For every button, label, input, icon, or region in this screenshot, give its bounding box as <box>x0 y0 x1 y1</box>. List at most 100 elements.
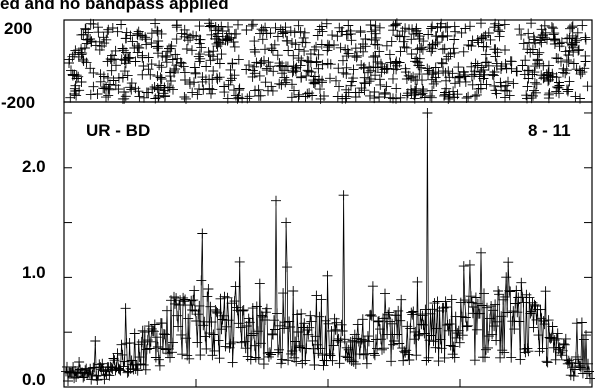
amplitude-point <box>357 314 368 325</box>
phase-point <box>179 92 190 102</box>
amplitude-point <box>254 278 265 289</box>
amplitude-point <box>207 350 218 361</box>
phase-point <box>341 69 352 79</box>
amplitude-point <box>277 354 288 365</box>
amplitude-point <box>558 338 569 349</box>
phase-point <box>105 79 115 90</box>
phase-point <box>110 80 121 91</box>
phase-point <box>529 77 540 88</box>
amplitude-point <box>118 361 129 372</box>
amplitude-point <box>385 316 396 327</box>
amplitude-point <box>576 317 587 328</box>
phase-point <box>416 42 427 53</box>
amplitude-point <box>186 295 197 306</box>
amplitude-point <box>304 322 315 333</box>
phase-point <box>312 30 323 41</box>
phase-point <box>481 79 492 90</box>
phase-point <box>146 38 157 48</box>
amplitude-point <box>512 307 523 318</box>
phase-point <box>179 31 190 42</box>
amplitude-point <box>465 291 476 302</box>
amplitude-point <box>430 342 441 353</box>
amplitude-point <box>421 355 432 366</box>
amplitude-point <box>104 370 115 381</box>
amplitude-point <box>233 318 244 329</box>
amplitude-point <box>549 335 560 346</box>
phase-point <box>268 66 279 77</box>
phase-point <box>489 67 500 77</box>
amplitude-point <box>224 342 235 353</box>
amplitude-point <box>552 328 563 339</box>
phase-point <box>494 26 505 37</box>
amplitude-series <box>61 108 595 386</box>
phase-point <box>391 64 402 75</box>
amplitude-point <box>492 316 503 327</box>
amplitude-point <box>525 308 536 319</box>
amplitude-point <box>163 348 173 359</box>
amplitude-point <box>442 320 453 330</box>
amplitude-point <box>523 346 534 357</box>
amplitude-point <box>314 311 325 322</box>
phase-point <box>493 25 504 36</box>
phase-point <box>524 37 535 48</box>
phase-point <box>121 47 131 58</box>
phase-point <box>540 32 550 43</box>
phase-point <box>572 27 583 38</box>
amplitude-point <box>167 347 177 358</box>
amplitude-point <box>278 288 289 299</box>
phase-point <box>127 36 138 47</box>
amplitude-point <box>536 313 547 324</box>
phase-point <box>85 89 96 100</box>
phase-point <box>500 80 511 91</box>
phase-point <box>567 30 578 41</box>
phase-point <box>302 55 313 66</box>
amp-ytick-1: 1.0 <box>22 263 46 282</box>
phase-point <box>478 31 489 42</box>
phase-point <box>422 63 433 74</box>
phase-point <box>365 90 375 101</box>
amplitude-point <box>393 305 404 316</box>
amplitude-point <box>173 321 184 332</box>
amplitude-point <box>97 358 108 369</box>
amplitude-point <box>414 329 425 340</box>
phase-point <box>570 91 581 102</box>
amplitude-point <box>526 306 537 317</box>
phase-point <box>390 58 401 69</box>
amplitude-point <box>540 286 551 297</box>
phase-point <box>126 78 137 89</box>
phase-point <box>246 20 257 31</box>
phase-point <box>440 22 451 33</box>
phase-point <box>390 20 401 31</box>
amplitude-point <box>324 348 335 359</box>
amplitude-point <box>470 292 481 303</box>
phase-point <box>287 67 298 78</box>
phase-point <box>139 92 149 103</box>
amplitude-point <box>284 316 295 327</box>
amplitude-point <box>426 330 437 341</box>
amplitude-point <box>291 356 302 367</box>
amplitude-point <box>446 294 457 305</box>
phase-point <box>206 20 217 31</box>
amplitude-point <box>108 353 119 364</box>
phase-point <box>313 74 324 85</box>
phase-point <box>254 70 265 81</box>
phase-point <box>414 69 425 80</box>
phase-point <box>137 69 148 80</box>
phase-point <box>181 44 192 54</box>
phase-point <box>365 74 376 84</box>
amplitude-point <box>106 362 117 373</box>
amplitude-point <box>505 286 516 297</box>
phase-point <box>204 21 215 32</box>
amplitude-point <box>130 364 141 374</box>
amplitude-point <box>197 228 208 239</box>
phase-point <box>543 76 554 87</box>
phase-point <box>226 73 237 84</box>
phase-point <box>445 48 456 59</box>
amplitude-point <box>276 358 287 369</box>
amplitude-point <box>415 309 426 320</box>
amplitude-point <box>322 270 333 281</box>
amplitude-point <box>469 355 480 366</box>
phase-point <box>213 28 224 39</box>
phase-point <box>101 92 111 103</box>
amplitude-point <box>337 326 348 336</box>
